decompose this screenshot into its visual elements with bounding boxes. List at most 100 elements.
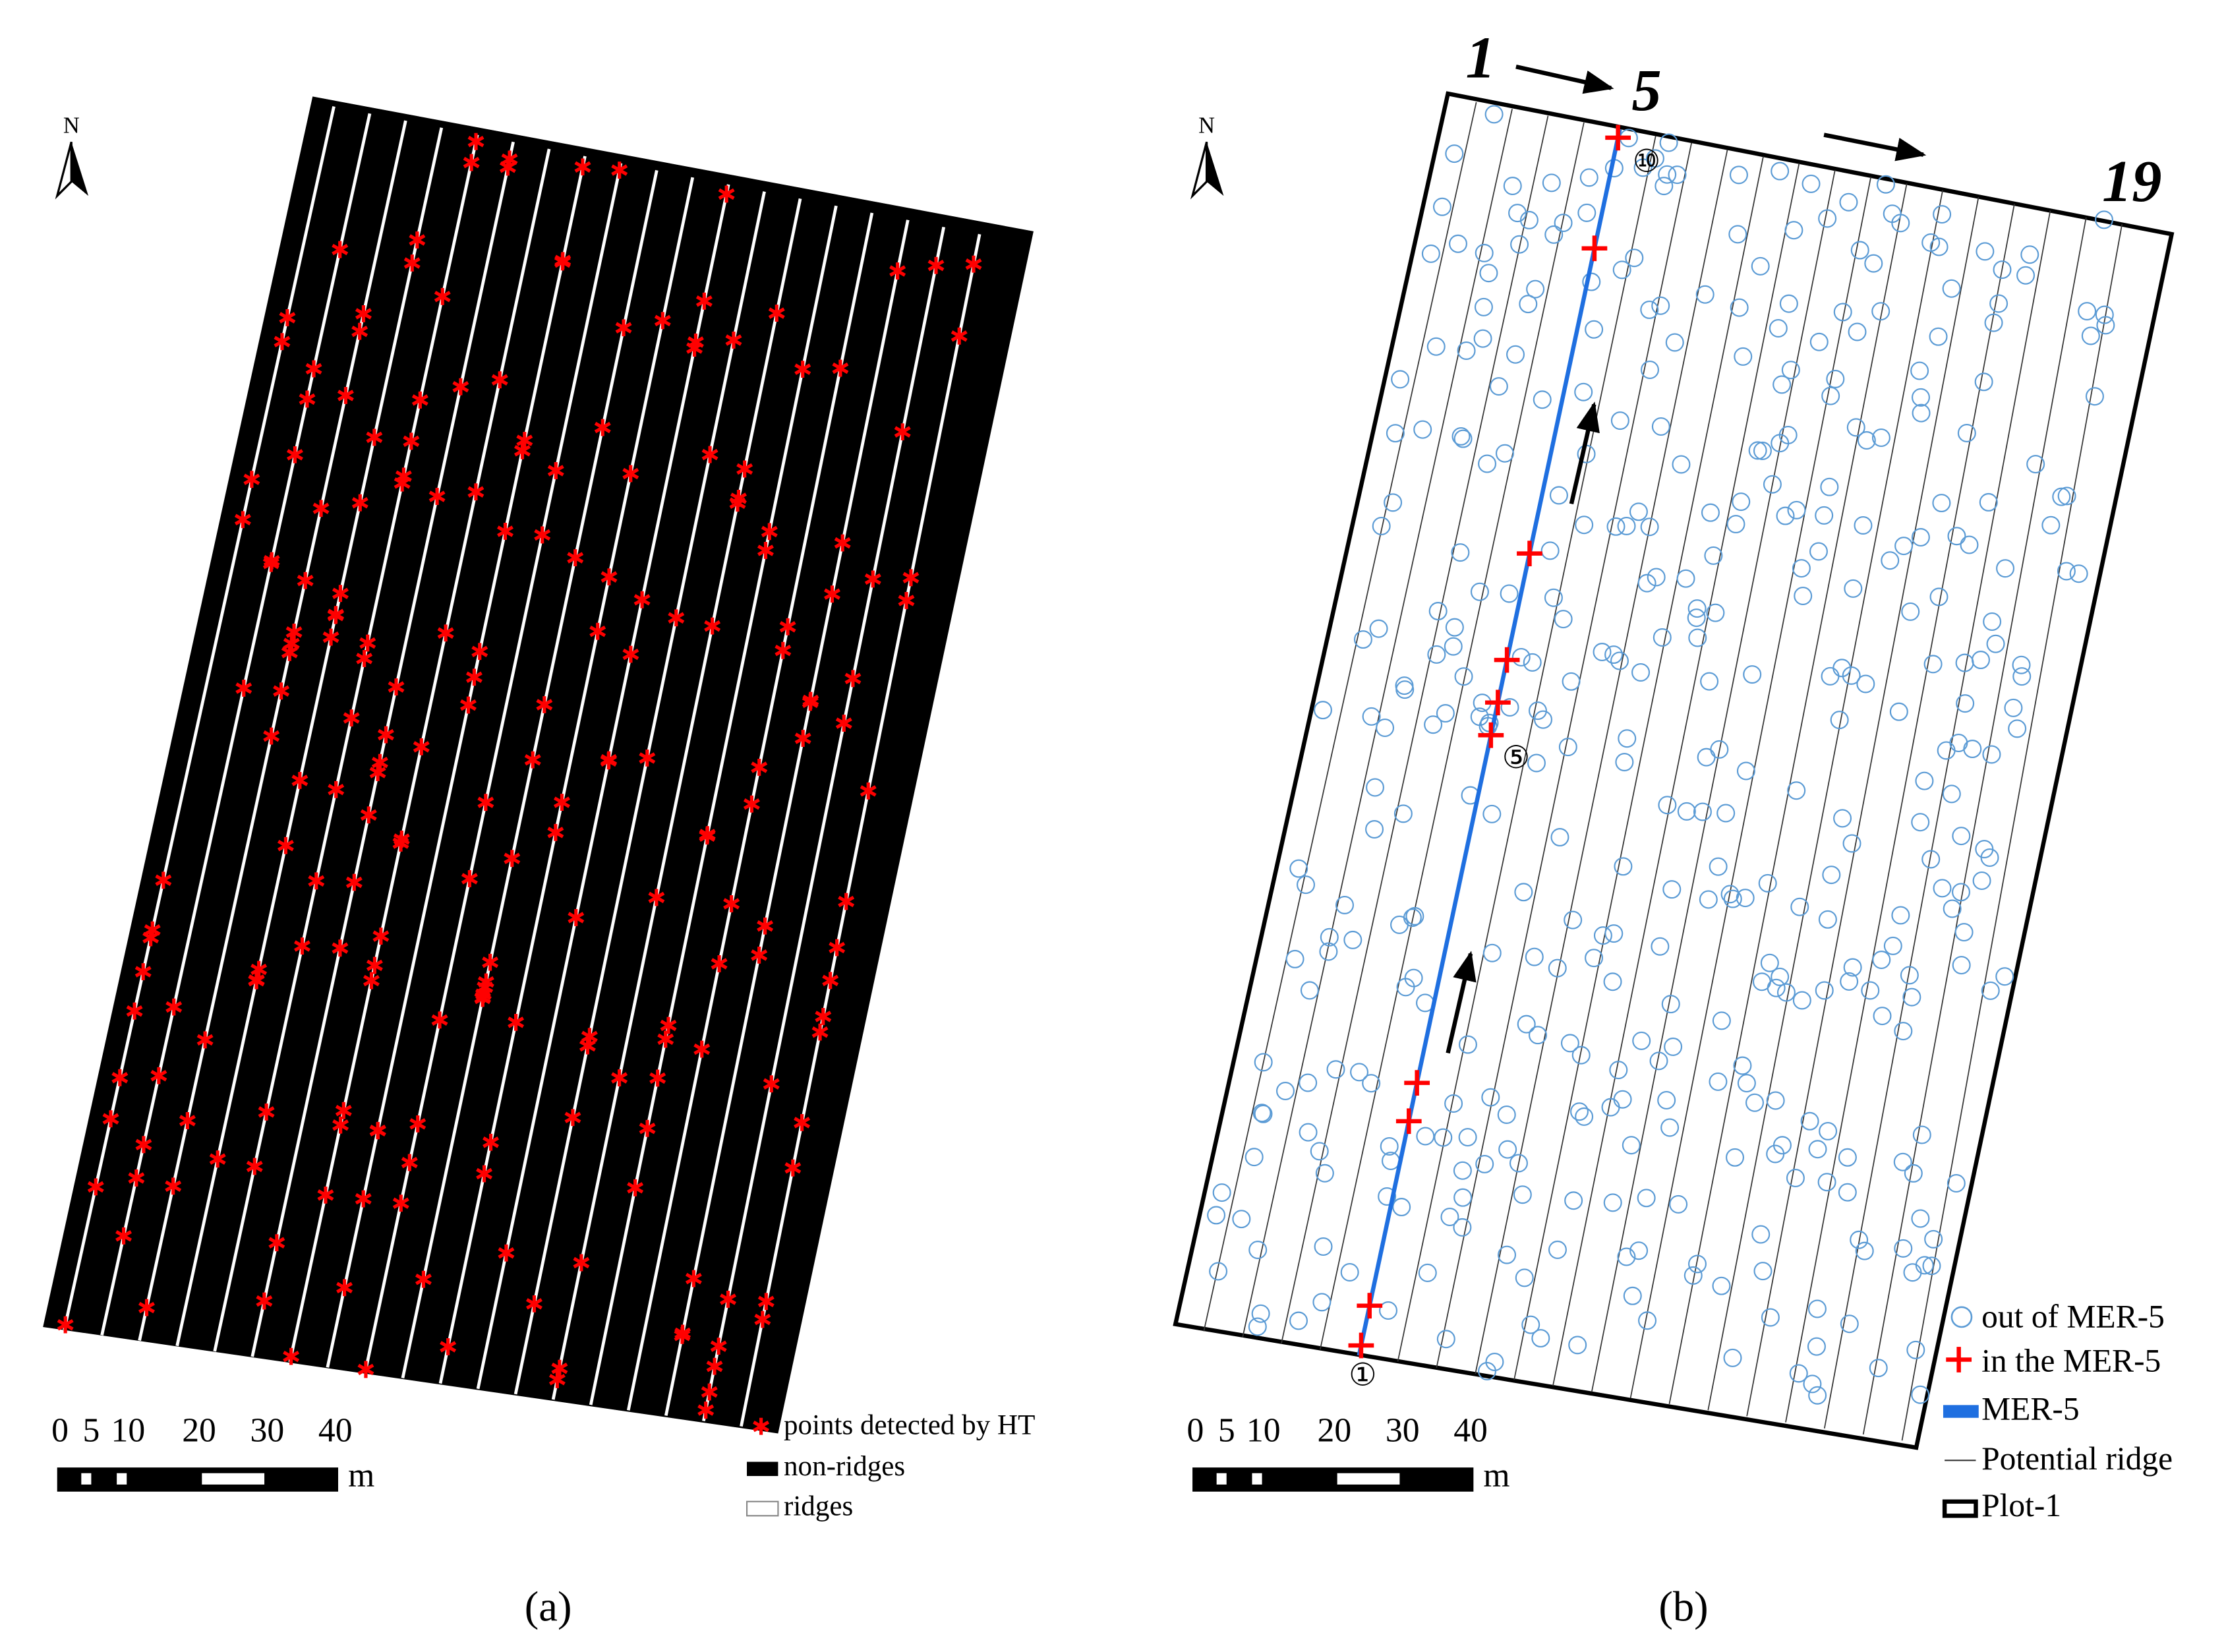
- out-point: [1771, 434, 1790, 453]
- out-point: [1403, 908, 1422, 928]
- point-label: ⑩: [1633, 144, 1660, 180]
- out-point: [1921, 850, 1941, 869]
- out-point: [1604, 924, 1624, 943]
- point-label: ①: [1349, 1357, 1376, 1393]
- ridge: [476, 184, 730, 1390]
- detected-point: [135, 1136, 152, 1154]
- detected-point: [498, 1244, 515, 1262]
- out-point: [1815, 506, 1834, 525]
- out-point: [1562, 672, 1581, 691]
- out-point: [1699, 890, 1718, 909]
- out-point: [1575, 1107, 1594, 1126]
- out-point: [1326, 1060, 1345, 1079]
- out-point: [1509, 1154, 1528, 1173]
- detected-point: [548, 1371, 566, 1388]
- detected-point: [246, 1158, 263, 1175]
- out-point: [1209, 1262, 1228, 1281]
- scale-bar: [1192, 1467, 1474, 1492]
- detected-point: [639, 749, 656, 767]
- legend-label: ridges: [784, 1490, 853, 1521]
- detected-point: [351, 494, 368, 512]
- detected-point: [501, 150, 518, 168]
- out-point: [1716, 804, 1736, 823]
- detected-point: [291, 771, 308, 789]
- detected-point: [701, 446, 718, 463]
- out-point: [1807, 1299, 1827, 1318]
- ridge: [589, 205, 838, 1405]
- out-point: [1314, 1237, 1333, 1256]
- out-point: [1633, 158, 1653, 177]
- detected-point: [409, 231, 426, 249]
- out-point: [1912, 1125, 1931, 1144]
- out-point: [1864, 254, 1883, 273]
- detected-point: [345, 873, 363, 891]
- potential-ridge: [1319, 122, 1585, 1350]
- out-point: [2012, 667, 2032, 686]
- out-point: [1889, 702, 1908, 721]
- detected-point: [281, 643, 298, 661]
- panel-b: N 0 5 10 20 30 40 m out of MER-5 in the MER-5 MER-…: [1173, 91, 2175, 1523]
- out-point: [1458, 1035, 1477, 1054]
- out-point: [1894, 537, 1914, 556]
- ridge: [175, 127, 444, 1347]
- detected-point: [743, 795, 760, 813]
- detected-point: [829, 939, 846, 957]
- legend-symbol: [1942, 1499, 1978, 1518]
- out-point: [1582, 272, 1601, 291]
- out-point: [1700, 672, 1719, 691]
- detected-point: [263, 727, 280, 745]
- out-point: [1622, 1136, 1641, 1155]
- out-point: [1376, 719, 1395, 738]
- out-point: [1510, 235, 1529, 254]
- out-point: [1506, 345, 1525, 364]
- out-point: [1453, 1218, 1472, 1237]
- out-point: [1787, 500, 1806, 519]
- detected-point: [491, 371, 508, 389]
- out-point: [1404, 968, 1423, 988]
- out-point: [1901, 602, 1920, 621]
- detected-point: [144, 921, 161, 939]
- in-point: [1348, 1332, 1374, 1359]
- detected-point: [403, 254, 421, 272]
- out-point: [1640, 517, 1659, 537]
- out-point: [1922, 1256, 1941, 1276]
- out-point: [2057, 487, 2076, 506]
- out-point: [1672, 455, 1691, 474]
- out-point: [1876, 175, 1895, 194]
- legend-label: points detected by HT: [784, 1410, 1035, 1441]
- out-point: [1637, 1189, 1656, 1208]
- detected-point: [525, 1295, 542, 1313]
- legend-symbol: [746, 1500, 779, 1517]
- plot-outline: [1173, 91, 2175, 1450]
- detected-point: [794, 730, 811, 747]
- out-point: [1748, 441, 1767, 460]
- detected-point: [138, 1299, 155, 1316]
- detected-point: [467, 483, 484, 501]
- out-point: [2078, 302, 2097, 321]
- out-point: [2020, 245, 2039, 264]
- out-point: [1579, 168, 1598, 187]
- legend-symbol: [1943, 1405, 1979, 1418]
- detected-point: [286, 446, 303, 463]
- out-point: [1350, 1063, 1369, 1082]
- detected-point: [428, 488, 446, 505]
- out-point: [1819, 1121, 1838, 1140]
- detected-point: [474, 989, 491, 1007]
- out-point: [1915, 771, 1934, 790]
- detected-point: [262, 554, 279, 572]
- detected-point: [126, 1002, 143, 1020]
- detected-point: [250, 960, 268, 978]
- detected-point: [332, 241, 349, 258]
- out-point: [1933, 205, 1952, 224]
- out-point: [1478, 454, 1497, 473]
- legend-label: Plot-1: [1981, 1487, 2061, 1523]
- out-point: [2012, 655, 2031, 674]
- out-point: [1687, 599, 1707, 618]
- potential-ridge: [1436, 142, 1693, 1368]
- out-point: [1498, 1245, 1516, 1264]
- detected-point: [332, 939, 349, 957]
- out-point: [1427, 645, 1446, 664]
- detected-point: [751, 759, 768, 776]
- out-point: [1815, 981, 1834, 1000]
- detected-point: [165, 998, 183, 1016]
